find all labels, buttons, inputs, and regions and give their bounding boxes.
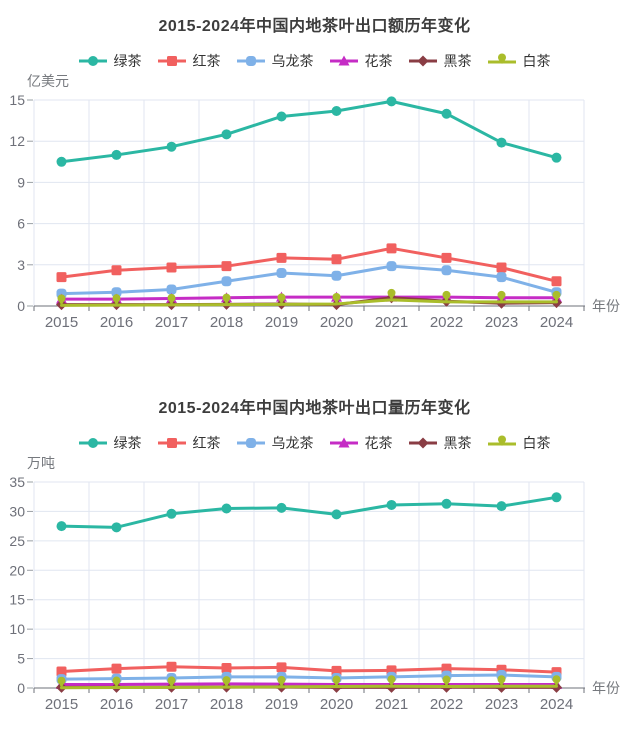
series-line-5 [57,675,561,690]
export-value-chart: 2015-2024年中国内地茶叶出口额历年变化 绿茶 红茶 乌龙茶 花茶 黑茶 白茶 亿美… [0,12,629,338]
svg-text:2017: 2017 [155,314,188,331]
legend-item-1[interactable]: 红茶 [157,53,221,69]
legend-rect-icon [157,56,186,66]
legend-label: 乌龙茶 [271,435,314,451]
svg-text:2019: 2019 [265,314,298,331]
grid [33,481,585,688]
svg-text:2021: 2021 [375,696,408,713]
legend-item-0[interactable]: 绿茶 [78,53,142,69]
svg-text:2015: 2015 [45,314,78,331]
svg-text:2023: 2023 [485,314,518,331]
series-line-1 [56,243,562,287]
legend-item-2[interactable]: 乌龙茶 [236,53,314,69]
y-axis-ticks: 0 5 10 15 20 25 30 35 [9,474,33,696]
svg-text:2019: 2019 [265,696,298,713]
legend-label: 黑茶 [443,53,472,69]
legend-label: 花茶 [364,53,393,69]
legend-item-4[interactable]: 黑茶 [408,53,472,69]
svg-text:0: 0 [17,298,25,314]
svg-text:20: 20 [9,562,25,578]
legend-roundRect-icon [236,56,265,66]
chart-title: 2015-2024年中国内地茶叶出口量历年变化 [158,400,471,417]
x-axis-name: 年份 [592,298,620,314]
legend-item-0[interactable]: 绿茶 [78,435,142,451]
svg-text:2018: 2018 [210,314,243,331]
grid [33,99,585,306]
series-line-0 [56,96,562,167]
svg-text:2016: 2016 [100,696,133,713]
svg-text:2020: 2020 [320,314,353,331]
y-axis-ticks: 0 3 6 9 12 15 [9,92,33,314]
svg-text:3: 3 [17,257,25,273]
x-axis-ticks: 2015 2016 2017 2018 2019 2020 2021 2022 2023 2024 [45,696,573,713]
svg-text:2023: 2023 [485,696,518,713]
series-line-0 [56,492,562,533]
legend-triangle-icon [329,55,358,66]
svg-text:12: 12 [9,133,25,149]
svg-text:2020: 2020 [320,696,353,713]
svg-text:2022: 2022 [430,314,463,331]
svg-text:2018: 2018 [210,696,243,713]
svg-text:9: 9 [17,174,25,190]
svg-text:35: 35 [9,474,25,490]
legend-roundRect-icon [236,438,265,448]
legend-item-1[interactable]: 红茶 [157,435,221,451]
y-axis-name: 万吨 [27,455,55,471]
legend-pin-icon [487,53,516,64]
legend-rect-icon [157,438,186,448]
legend: 绿茶 红茶 乌龙茶 花茶 黑茶 白茶 [0,51,629,71]
y-axis-name: 亿美元 [27,73,69,89]
x-axis-ticks: 2015 2016 2017 2018 2019 2020 2021 2022 2023 2024 [45,314,573,331]
legend-diamond-icon [408,55,437,67]
legend-circle-icon [78,438,107,448]
chart-title: 2015-2024年中国内地茶叶出口额历年变化 [158,18,471,35]
legend-label: 白茶 [522,435,551,451]
svg-text:2024: 2024 [540,696,573,713]
svg-text:2017: 2017 [155,696,188,713]
legend-item-5[interactable]: 白茶 [487,53,551,69]
svg-text:6: 6 [17,216,25,232]
svg-text:25: 25 [9,533,25,549]
svg-text:30: 30 [9,503,25,519]
svg-text:2022: 2022 [430,696,463,713]
legend-label: 红茶 [192,53,221,69]
legend-label: 红茶 [192,435,221,451]
legend-pin-icon [487,435,516,446]
svg-text:2015: 2015 [45,696,78,713]
legend-item-3[interactable]: 花茶 [329,435,393,451]
legend-circle-icon [78,56,107,66]
svg-text:2024: 2024 [540,314,573,331]
svg-text:0: 0 [17,680,25,696]
legend-item-5[interactable]: 白茶 [487,435,551,451]
svg-text:15: 15 [9,592,25,608]
series-line-5 [57,288,561,307]
svg-text:15: 15 [9,92,25,108]
legend-diamond-icon [408,437,437,449]
legend-label: 白茶 [522,53,551,69]
legend-item-4[interactable]: 黑茶 [408,435,472,451]
legend-item-3[interactable]: 花茶 [329,53,393,69]
svg-text:10: 10 [9,621,25,637]
svg-text:2021: 2021 [375,314,408,331]
export-volume-chart: 2015-2024年中国内地茶叶出口量历年变化 绿茶 红茶 乌龙茶 花茶 黑茶 白茶 万吨… [0,394,629,720]
x-axis-name: 年份 [592,680,620,696]
legend-label: 绿茶 [113,435,142,451]
legend-item-2[interactable]: 乌龙茶 [236,435,314,451]
svg-text:2016: 2016 [100,314,133,331]
legend-label: 绿茶 [113,53,142,69]
line-plot: 0 3 6 9 12 15 2015 2016 2017 2018 2019 2020 2021 2022… [9,92,620,331]
legend-label: 乌龙茶 [271,53,314,69]
legend-label: 花茶 [364,435,393,451]
svg-text:5: 5 [17,651,25,667]
legend-triangle-icon [329,437,358,448]
legend-label: 黑茶 [443,435,472,451]
legend: 绿茶 红茶 乌龙茶 花茶 黑茶 白茶 [0,433,629,453]
